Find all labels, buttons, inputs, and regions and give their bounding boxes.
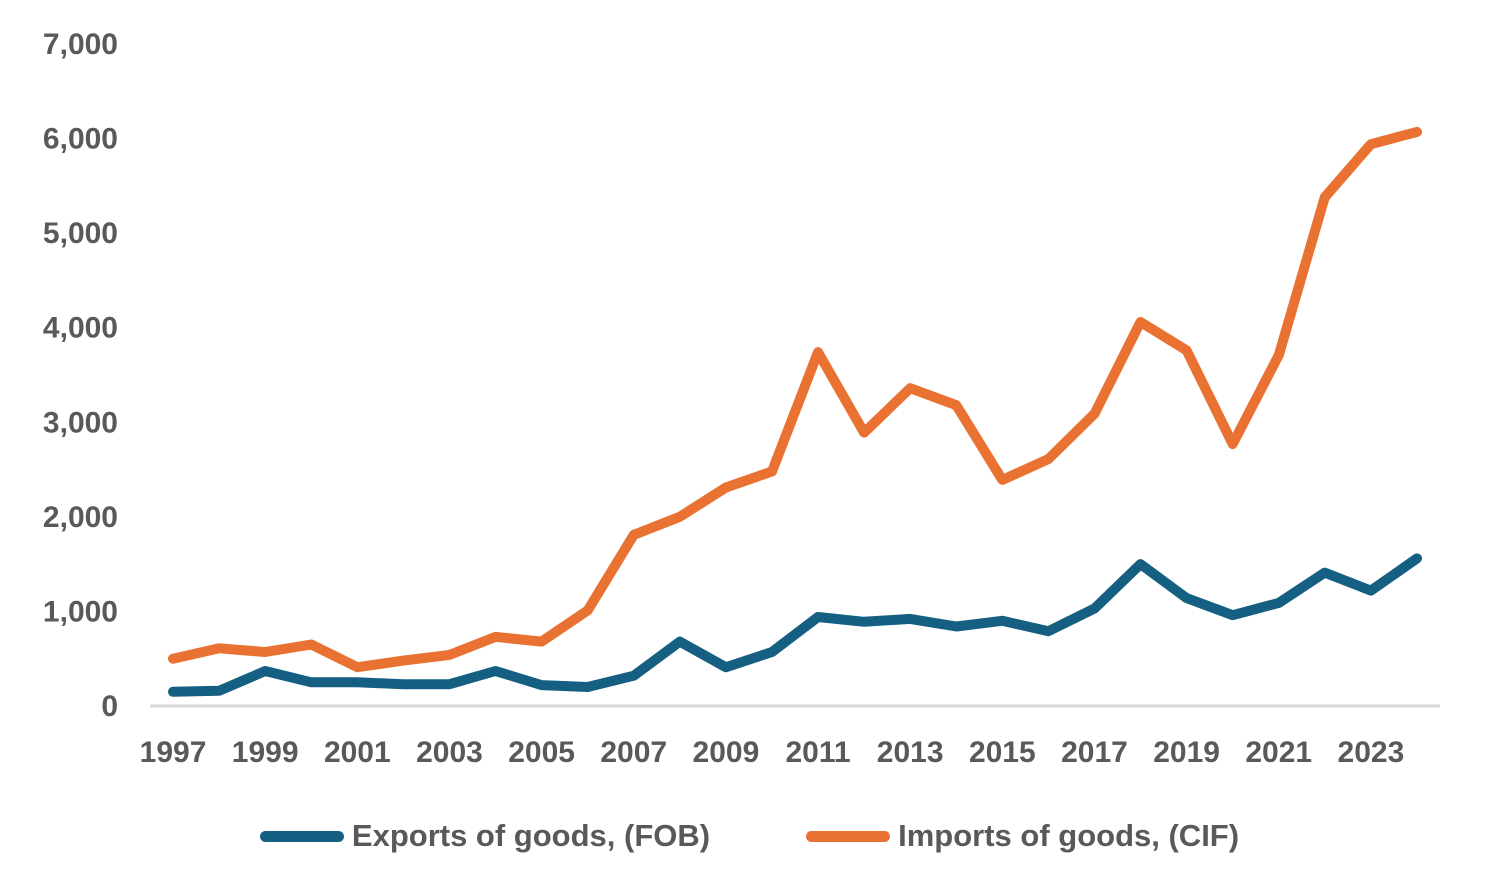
- x-axis-tick-label: 1999: [232, 736, 299, 769]
- chart-legend: Exports of goods, (FOB) Imports of goods…: [0, 818, 1499, 854]
- exports-line: [168, 553, 1422, 697]
- legend-item-exports: Exports of goods, (FOB): [259, 818, 711, 854]
- x-axis-tick-label: 2005: [508, 736, 575, 769]
- y-axis-tick-label: 7,000: [43, 28, 118, 61]
- y-axis-tick-label: 4,000: [43, 312, 118, 345]
- x-axis-tick-label: 2023: [1338, 736, 1405, 769]
- chart-area: 0 1,000 2,000 3,000 4,000 5,000 6,000 7,000 1997…: [43, 28, 1440, 769]
- x-axis-tick-label: 2011: [785, 736, 850, 769]
- exports-legend-label: Exports of goods, (FOB): [351, 818, 711, 853]
- imports-line: [168, 126, 1422, 673]
- y-axis-tick-label: 2,000: [43, 501, 118, 534]
- x-axis-tick-label: 1997: [140, 736, 207, 769]
- imports-legend-label: Imports of goods, (CIF): [898, 818, 1240, 853]
- x-axis-tick-label: 2019: [1153, 736, 1220, 769]
- x-axis-tick-label: 2013: [877, 736, 944, 769]
- x-axis-tick-label: 2015: [969, 736, 1036, 769]
- imports-legend-swatch: [806, 830, 891, 842]
- y-axis-tick-label: 3,000: [43, 406, 118, 439]
- x-axis-tick-label: 2007: [600, 736, 667, 769]
- legend-item-imports: Imports of goods, (CIF): [806, 818, 1239, 854]
- x-axis-tick-label: 2003: [416, 736, 483, 769]
- y-axis-tick-label: 6,000: [43, 123, 118, 156]
- x-axis-tick-label: 2009: [693, 736, 760, 769]
- x-axis-tick-label: 2021: [1245, 736, 1312, 769]
- exports-legend-swatch: [259, 830, 344, 842]
- y-axis-tick-label: 0: [101, 690, 118, 723]
- y-axis-tick-label: 1,000: [43, 595, 118, 628]
- x-axis-tick-label: 2001: [324, 736, 391, 769]
- y-axis-tick-label: 5,000: [43, 217, 118, 250]
- x-axis-tick-label: 2017: [1061, 736, 1128, 769]
- chart-svg: 0 1,000 2,000 3,000 4,000 5,000 6,000 7,000 1997…: [43, 28, 1440, 769]
